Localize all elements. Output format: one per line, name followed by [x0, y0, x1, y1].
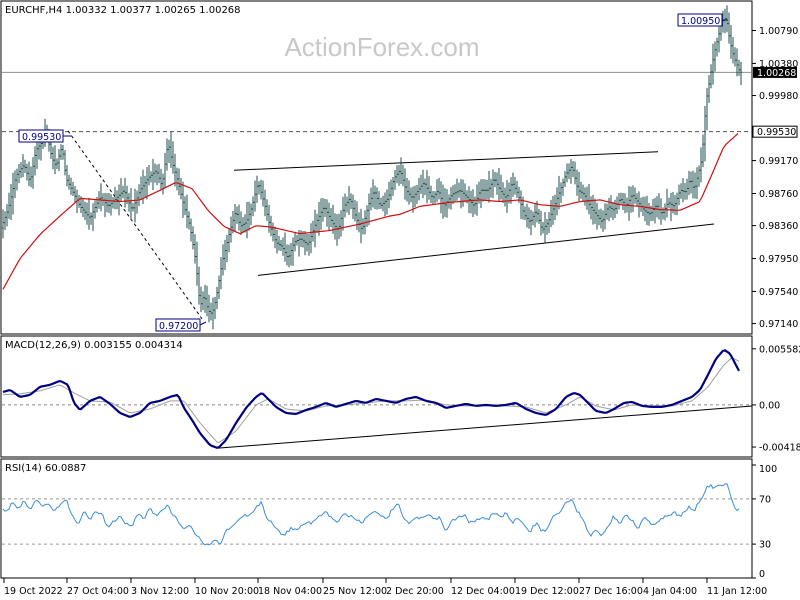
price-y-tick-label: 1.00380	[759, 59, 798, 70]
level-price-tag-label: 0.99530	[757, 127, 796, 138]
macd-signal-line	[2, 357, 740, 444]
x-tick-label: 27 Oct 04:00	[67, 586, 129, 597]
macd-trendlines	[217, 405, 753, 449]
trendlines	[67, 130, 715, 320]
price-y-tick-label: 0.97140	[759, 319, 798, 330]
macd-trendline	[217, 405, 753, 449]
price-annotation-label: 1.00950	[681, 16, 720, 27]
macd-panel-frame	[0, 335, 753, 458]
x-tick-label: 12 Dec 04:00	[451, 586, 515, 597]
macd-line	[2, 349, 740, 449]
price-y-tick-label: 0.99170	[759, 156, 798, 167]
price-panel-frame	[0, 0, 753, 335]
rsi-y-tick-label: 0	[759, 569, 765, 580]
price-y-tick-label: 0.97950	[759, 254, 798, 265]
x-tick-label: 25 Nov 12:00	[323, 586, 387, 597]
macd-y-tick-label: -0.004188	[759, 443, 800, 454]
current-price-tag: 1.00268	[753, 66, 797, 79]
rsi-line	[2, 483, 740, 546]
annotation-connector	[199, 321, 207, 326]
x-tick-label: 2 Dec 20:00	[386, 586, 444, 597]
rsi-panel-frame	[0, 458, 753, 579]
price-y-tick-label: 0.98760	[759, 189, 798, 200]
x-tick-label: 19 Oct 2022	[4, 586, 63, 597]
moving-average-line	[2, 133, 739, 290]
macd-y-tick-label: 0.005582	[759, 344, 800, 355]
price-y-tick-label: 0.99980	[759, 91, 798, 102]
price-y-axis: 1.00790 1.00380 0.99980 0.99170 0.98760 0.983…	[752, 26, 798, 330]
price-annotation-label: 0.99530	[22, 132, 61, 143]
x-tick-label: 19 Dec 12:00	[515, 586, 579, 597]
trendline	[233, 151, 659, 171]
price-bars	[2, 5, 742, 330]
rsi-y-tick-label: 70	[759, 494, 771, 505]
price-panel: ActionForex.com 0.99530 0.97200 1.00950 EU…	[0, 0, 798, 335]
trendline	[67, 130, 203, 320]
x-tick-label: 27 Dec 16:00	[579, 586, 643, 597]
macd-y-tick-label: 0.00	[759, 400, 780, 411]
price-y-tick-label: 1.00790	[759, 26, 798, 37]
rsi-y-axis: 100 70 30 0	[752, 464, 777, 580]
trendline	[257, 223, 715, 276]
current-price-tag-label: 1.00268	[757, 68, 796, 79]
x-tick-label: 3 Nov 12:00	[131, 586, 189, 597]
macd-header: MACD(12,26,9) 0.003155 0.004314	[5, 340, 183, 351]
rsi-y-tick-label: 100	[759, 464, 777, 475]
x-tick-label: 10 Nov 20:00	[195, 586, 259, 597]
price-y-tick-label: 0.98360	[759, 221, 798, 232]
x-tick-label: 11 Jan 12:00	[707, 586, 767, 597]
current-price-tag-box	[753, 66, 797, 78]
x-tick-label: 18 Nov 04:00	[258, 586, 322, 597]
macd-panel: MACD(12,26,9) 0.003155 0.004314 0.005582…	[0, 335, 800, 458]
level-price-tag-box	[752, 125, 798, 138]
x-axis: 19 Oct 2022 27 Oct 04:00 3 Nov 12:00 10 Nov…	[3, 578, 767, 597]
macd-y-axis: 0.005582 0.00 -0.004188	[752, 344, 800, 454]
watermark: ActionForex.com	[284, 32, 479, 62]
x-tick-label: 4 Jan 04:00	[643, 586, 697, 597]
rsi-panel: RSI(14) 60.0887 100 70 30 0	[0, 458, 777, 580]
price-header: EURCHF,H4 1.00332 1.00377 1.00265 1.0026…	[5, 5, 241, 16]
level-price-tag: 0.99530	[752, 125, 798, 138]
rsi-header: RSI(14) 60.0887	[5, 463, 86, 474]
rsi-y-tick-label: 30	[759, 540, 771, 551]
price-annotations: 0.99530 0.97200 1.00950	[18, 13, 728, 332]
price-annotation-label: 0.97200	[159, 321, 198, 332]
price-y-tick-label: 0.97540	[759, 287, 798, 298]
